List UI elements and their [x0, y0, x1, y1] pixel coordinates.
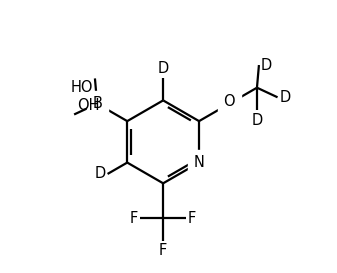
Text: D: D: [280, 90, 291, 105]
Text: B: B: [92, 96, 102, 111]
Text: D: D: [94, 167, 105, 182]
Text: F: F: [130, 210, 138, 225]
Text: N: N: [194, 155, 205, 170]
Text: F: F: [159, 243, 167, 258]
Text: D: D: [251, 112, 263, 127]
Text: OH: OH: [77, 98, 100, 113]
Text: HO: HO: [70, 80, 93, 95]
Text: O: O: [223, 94, 235, 109]
Text: D: D: [261, 58, 272, 73]
Text: D: D: [157, 61, 169, 76]
Text: F: F: [188, 210, 196, 225]
